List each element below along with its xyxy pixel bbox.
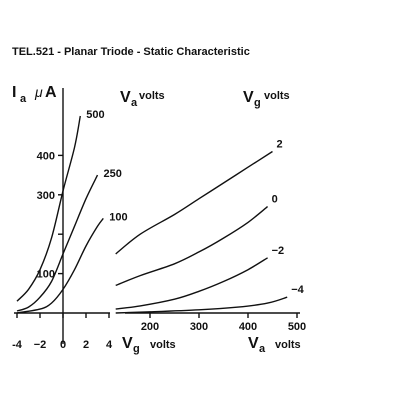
y-tick-label-100: 100 <box>37 269 55 281</box>
y-axis-symbol: I <box>12 84 16 101</box>
right-x-axis-subscript: a <box>259 343 266 355</box>
left-parameter-symbol: V <box>120 89 131 106</box>
right-curve-minus2 <box>115 257 268 310</box>
y-axis-label: I a μ A <box>12 84 57 105</box>
right-parameter-subscript: g <box>254 97 261 109</box>
right-x-axis-unit: volts <box>275 339 301 351</box>
chart-title: TEL.521 - Planar Triode - Static Charact… <box>12 46 250 58</box>
left-x-tick-label-4: 4 <box>106 339 113 351</box>
y-tick-label-400: 400 <box>37 150 55 162</box>
right-x-tick-label-200: 200 <box>141 321 159 333</box>
y-axis-unit: A <box>45 84 57 101</box>
left-curve-250 <box>16 174 99 312</box>
left-curve-100 <box>16 217 104 314</box>
y-axis-ticks: 100 300 400 <box>37 150 63 281</box>
left-curve-label-100: 100 <box>109 211 127 223</box>
left-x-axis-symbol: V <box>122 335 133 352</box>
y-axis-unit-symbol: μ <box>34 84 43 100</box>
right-curve-label-0: 0 <box>272 194 278 206</box>
left-x-axis-label: V g volts <box>122 335 176 355</box>
right-x-tick-label-400: 400 <box>239 321 257 333</box>
left-x-tick-label-0: 0 <box>60 339 66 351</box>
left-curve-label-250: 250 <box>104 168 122 180</box>
right-curve-2 <box>115 150 273 255</box>
left-x-axis-unit: volts <box>150 339 176 351</box>
left-x-tick-label-2: 2 <box>83 339 89 351</box>
right-x-axis-ticks: 200 300 400 500 <box>141 313 306 333</box>
left-parameter-subscript: a <box>131 97 138 109</box>
right-x-tick-label-300: 300 <box>190 321 208 333</box>
right-x-tick-label-500: 500 <box>288 321 306 333</box>
left-x-tick-label--4: -4 <box>12 339 23 351</box>
right-curve-label-2: 2 <box>277 138 283 150</box>
right-panel-curves: 2 0 −2 −4 <box>115 138 305 314</box>
left-x-axis-subscript: g <box>133 343 140 355</box>
y-tick-label-300: 300 <box>37 190 55 202</box>
left-x-axis-ticks: -4 −2 0 2 4 <box>12 313 113 351</box>
right-curve-minus4 <box>115 296 288 314</box>
right-parameter-label: V g volts <box>243 89 290 109</box>
right-x-axis-label: V a volts <box>248 335 301 355</box>
right-curve-label-minus4: −4 <box>291 284 304 296</box>
left-parameter-unit: volts <box>139 90 165 102</box>
left-curve-label-500: 500 <box>86 109 104 121</box>
right-parameter-symbol: V <box>243 89 254 106</box>
right-curve-0 <box>115 206 269 287</box>
left-parameter-label: V a volts <box>120 89 165 109</box>
right-curve-label-minus2: −2 <box>272 245 285 257</box>
left-panel-curves: 500 250 100 <box>16 109 128 314</box>
left-curve-500 <box>16 115 81 302</box>
right-x-axis-symbol: V <box>248 335 259 352</box>
y-axis-subscript: a <box>20 93 27 105</box>
right-parameter-unit: volts <box>264 90 290 102</box>
left-x-tick-label--2: −2 <box>34 339 47 351</box>
